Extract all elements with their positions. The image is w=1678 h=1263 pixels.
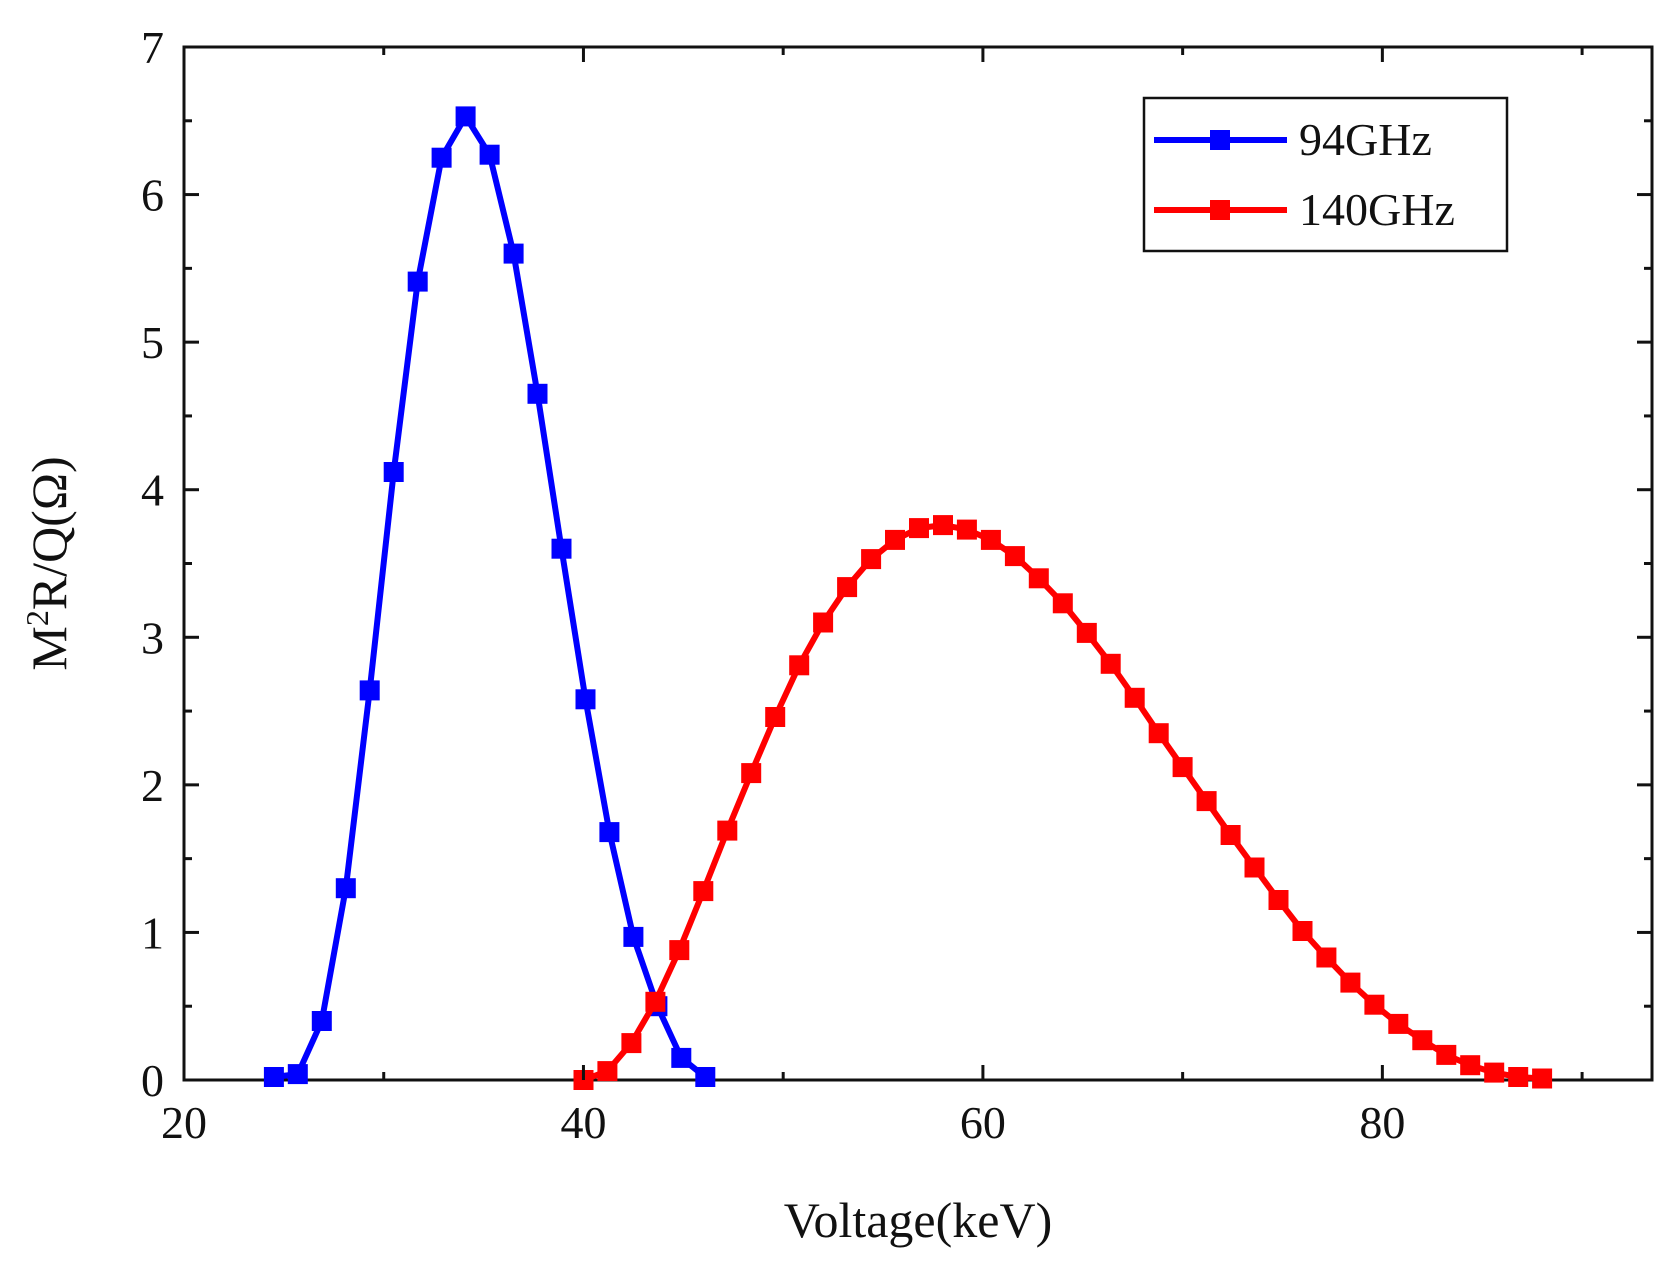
data-point-140ghz: [813, 612, 834, 633]
y-tick-label: 3: [141, 612, 164, 663]
data-point-140ghz: [597, 1061, 618, 1082]
data-point-140ghz: [1100, 653, 1121, 674]
data-point-140ghz: [837, 577, 858, 598]
data-point-94ghz: [407, 271, 428, 292]
data-point-140ghz: [645, 991, 666, 1012]
data-point-140ghz: [717, 820, 738, 841]
data-point-140ghz: [693, 881, 714, 902]
data-point-140ghz: [1484, 1062, 1505, 1083]
data-point-140ghz: [861, 549, 882, 570]
data-point-140ghz: [789, 655, 810, 676]
data-point-140ghz: [956, 519, 977, 540]
y-tick-label: 5: [141, 317, 164, 368]
data-point-140ghz: [1316, 947, 1337, 968]
data-point-94ghz: [431, 147, 452, 168]
data-point-94ghz: [671, 1047, 692, 1068]
data-point-94ghz: [263, 1067, 284, 1087]
data-point-140ghz: [1028, 568, 1049, 589]
data-point-140ghz: [933, 515, 953, 536]
legend-marker-140ghz: [1210, 200, 1230, 220]
legend-label-94ghz: 94GHz: [1299, 114, 1432, 165]
data-point-94ghz: [575, 689, 596, 710]
data-point-94ghz: [599, 822, 620, 843]
data-point-140ghz: [1412, 1030, 1433, 1051]
y-tick-label: 1: [141, 907, 164, 958]
y-axis-title-superscript: 2: [19, 610, 55, 626]
data-point-94ghz: [479, 144, 500, 165]
data-point-140ghz: [1076, 622, 1097, 643]
y-tick-label: 0: [141, 1055, 164, 1106]
y-tick-label: 2: [141, 760, 164, 811]
data-point-94ghz: [527, 383, 548, 404]
data-point-140ghz: [885, 529, 905, 550]
data-point-140ghz: [1460, 1055, 1481, 1076]
data-point-94ghz: [287, 1064, 308, 1085]
data-point-140ghz: [765, 707, 786, 727]
data-point-94ghz: [359, 680, 380, 701]
data-point-140ghz: [1388, 1013, 1409, 1034]
data-point-94ghz: [311, 1011, 332, 1031]
data-point-140ghz: [621, 1033, 642, 1054]
data-point-140ghz: [669, 940, 690, 961]
legend-label-140ghz: 140GHz: [1299, 184, 1455, 235]
legend-marker-94ghz: [1210, 130, 1230, 150]
data-point-140ghz: [1172, 757, 1193, 778]
x-tick-label: 60: [960, 1097, 1006, 1148]
data-point-140ghz: [1004, 546, 1025, 567]
data-point-94ghz: [551, 538, 572, 559]
legend-box: [1142, 96, 1509, 253]
data-point-140ghz: [980, 529, 1001, 550]
data-point-140ghz: [1124, 687, 1145, 708]
series-layer: [263, 106, 1553, 1090]
y-axis-title: M2R/Q(Ω): [19, 456, 77, 670]
data-point-94ghz: [455, 106, 476, 127]
data-point-140ghz: [1340, 972, 1361, 993]
data-point-140ghz: [1052, 593, 1073, 614]
y-tick-label: 7: [141, 22, 164, 73]
data-point-94ghz: [623, 926, 644, 947]
x-axis-title: Voltage(keV): [784, 1192, 1052, 1248]
data-point-140ghz: [1436, 1044, 1457, 1065]
data-point-94ghz: [383, 462, 404, 482]
data-point-140ghz: [1364, 994, 1385, 1015]
data-point-140ghz: [1148, 723, 1169, 744]
data-point-140ghz: [1220, 825, 1241, 845]
data-point-140ghz: [1508, 1067, 1529, 1087]
data-point-140ghz: [1292, 921, 1313, 941]
y-tick-label: 6: [141, 170, 164, 221]
data-point-94ghz: [335, 878, 356, 899]
y-axis-title-base: M: [21, 626, 77, 670]
x-tick-label: 20: [161, 1097, 207, 1148]
data-point-140ghz: [1244, 857, 1265, 878]
y-tick-label: 4: [141, 465, 164, 516]
data-point-140ghz: [909, 518, 929, 539]
data-point-94ghz: [695, 1067, 716, 1087]
data-point-140ghz: [1532, 1068, 1553, 1089]
legend: 94GHz 140GHz: [1142, 96, 1509, 253]
data-point-94ghz: [503, 243, 524, 264]
x-tick-label: 80: [1359, 1097, 1405, 1148]
y-axis-title-rest: R/Q(Ω): [21, 456, 77, 610]
axes-layer: 20 40 60 80 0 1 2 3 4 5 6 7: [141, 22, 1652, 1148]
x-tick-label: 40: [560, 1097, 606, 1148]
data-point-140ghz: [741, 763, 762, 784]
data-point-140ghz: [1196, 791, 1217, 812]
data-point-140ghz: [1268, 890, 1289, 910]
